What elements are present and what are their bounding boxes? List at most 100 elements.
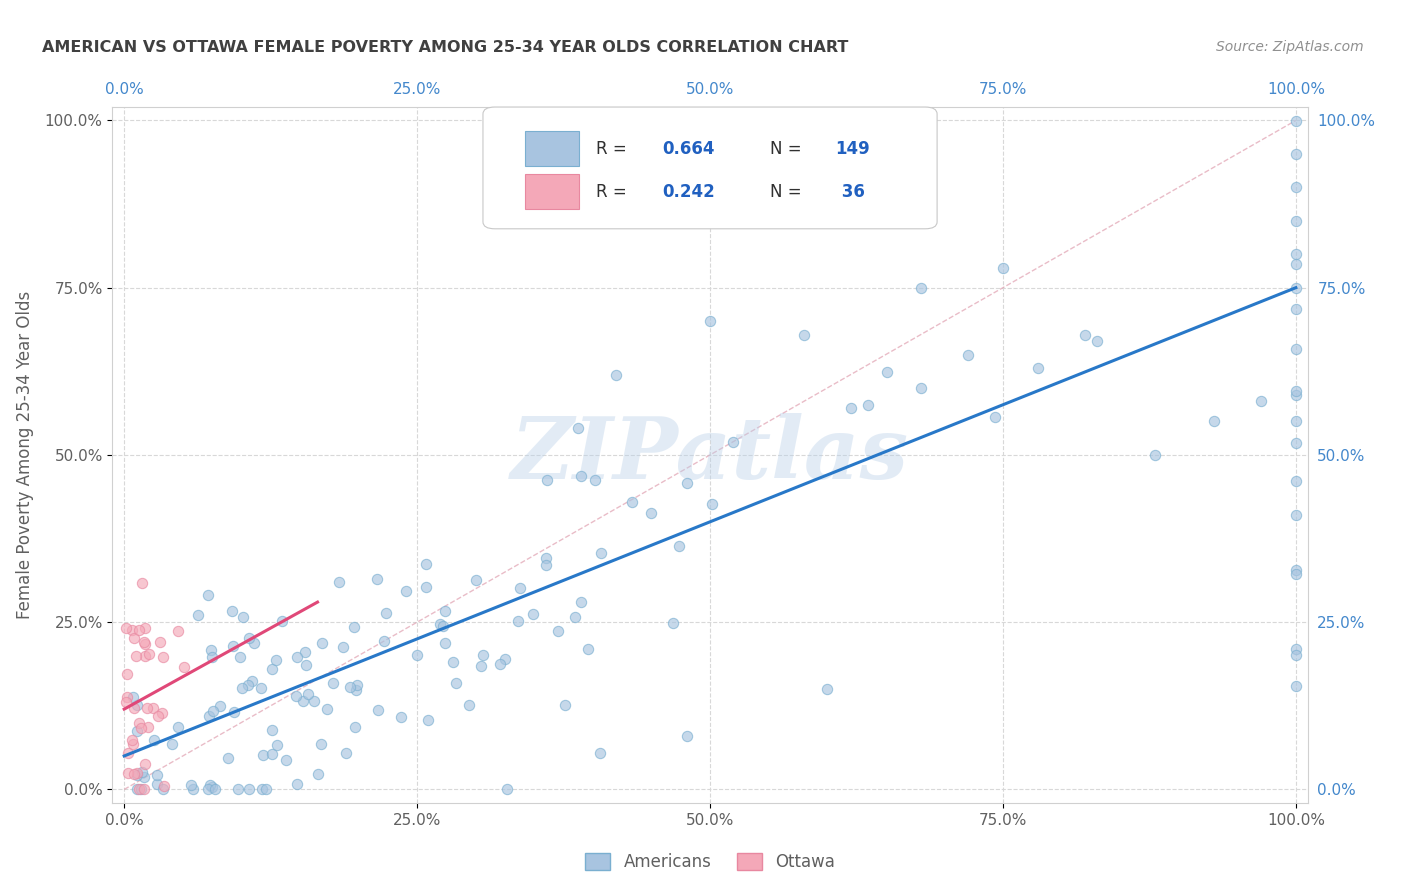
Point [304,694,326,708]
Point [668,539,690,553]
Point [793,327,815,342]
Point [395,583,418,598]
Point [495,782,517,797]
Point [583,473,606,487]
Point [346,677,368,691]
Point [465,573,488,587]
Point [1202,414,1225,428]
Point [373,634,395,648]
Point [675,729,697,743]
Point [152,782,174,797]
FancyBboxPatch shape [524,174,579,209]
Point [229,650,252,665]
Point [231,681,253,696]
Legend: Americans, Ottawa: Americans, Ottawa [579,847,841,878]
Point [956,348,979,362]
Point [262,747,284,761]
Point [856,398,879,412]
Point [605,368,627,382]
Point [1285,388,1308,402]
Point [198,708,221,723]
Point [1285,563,1308,577]
Point [217,750,239,764]
Point [167,720,190,734]
Point [1074,327,1097,342]
Point [470,658,492,673]
Point [984,410,1007,425]
Point [252,747,274,762]
Point [160,737,183,751]
Point [536,473,558,487]
Point [569,595,592,609]
Point [589,746,612,760]
Text: 0.242: 0.242 [662,183,716,201]
Point [266,738,288,752]
Point [124,767,146,781]
FancyBboxPatch shape [484,107,938,229]
Point [294,644,316,658]
Point [1285,257,1308,271]
Point [415,558,437,572]
Point [343,620,366,634]
Point [536,558,558,572]
Point [406,648,429,663]
Point [699,314,721,328]
Point [1144,448,1167,462]
Point [232,610,254,624]
Point [1285,642,1308,657]
Point [815,682,838,697]
Point [134,621,156,635]
Point [121,733,143,747]
Point [125,768,148,782]
Point [121,623,143,637]
Point [153,779,176,793]
Point [1250,394,1272,409]
Point [115,666,138,681]
Point [1285,180,1308,194]
Point [238,782,260,797]
Point [138,647,160,661]
Point [328,574,350,589]
Point [1285,566,1308,581]
Point [209,698,232,713]
Point [366,572,388,586]
Point [567,421,589,435]
Point [576,642,599,657]
Point [554,698,576,713]
Point [128,782,150,797]
Point [127,765,149,780]
Point [522,607,544,621]
Point [433,636,456,650]
Point [675,475,697,490]
Point [1285,247,1308,261]
Point [446,676,468,690]
Point [389,710,412,724]
Point [180,778,202,792]
Point [238,678,260,692]
Text: N =: N = [770,139,807,158]
Point [129,782,152,797]
Point [339,680,361,694]
Point [201,780,224,794]
Point [122,690,145,705]
Text: N =: N = [770,183,807,201]
Point [197,782,219,797]
Point [285,776,308,790]
Point [131,765,153,780]
Point [187,607,209,622]
Point [375,606,398,620]
Point [222,705,245,719]
Point [1285,281,1308,295]
Point [309,737,332,751]
Point [621,494,644,508]
Text: 36: 36 [835,183,865,201]
Point [125,782,148,797]
Point [128,715,150,730]
Point [297,688,319,702]
Point [291,694,314,708]
Point [311,636,333,650]
Point [221,604,243,618]
Point [564,610,586,624]
Point [910,381,932,395]
Point [136,701,159,715]
